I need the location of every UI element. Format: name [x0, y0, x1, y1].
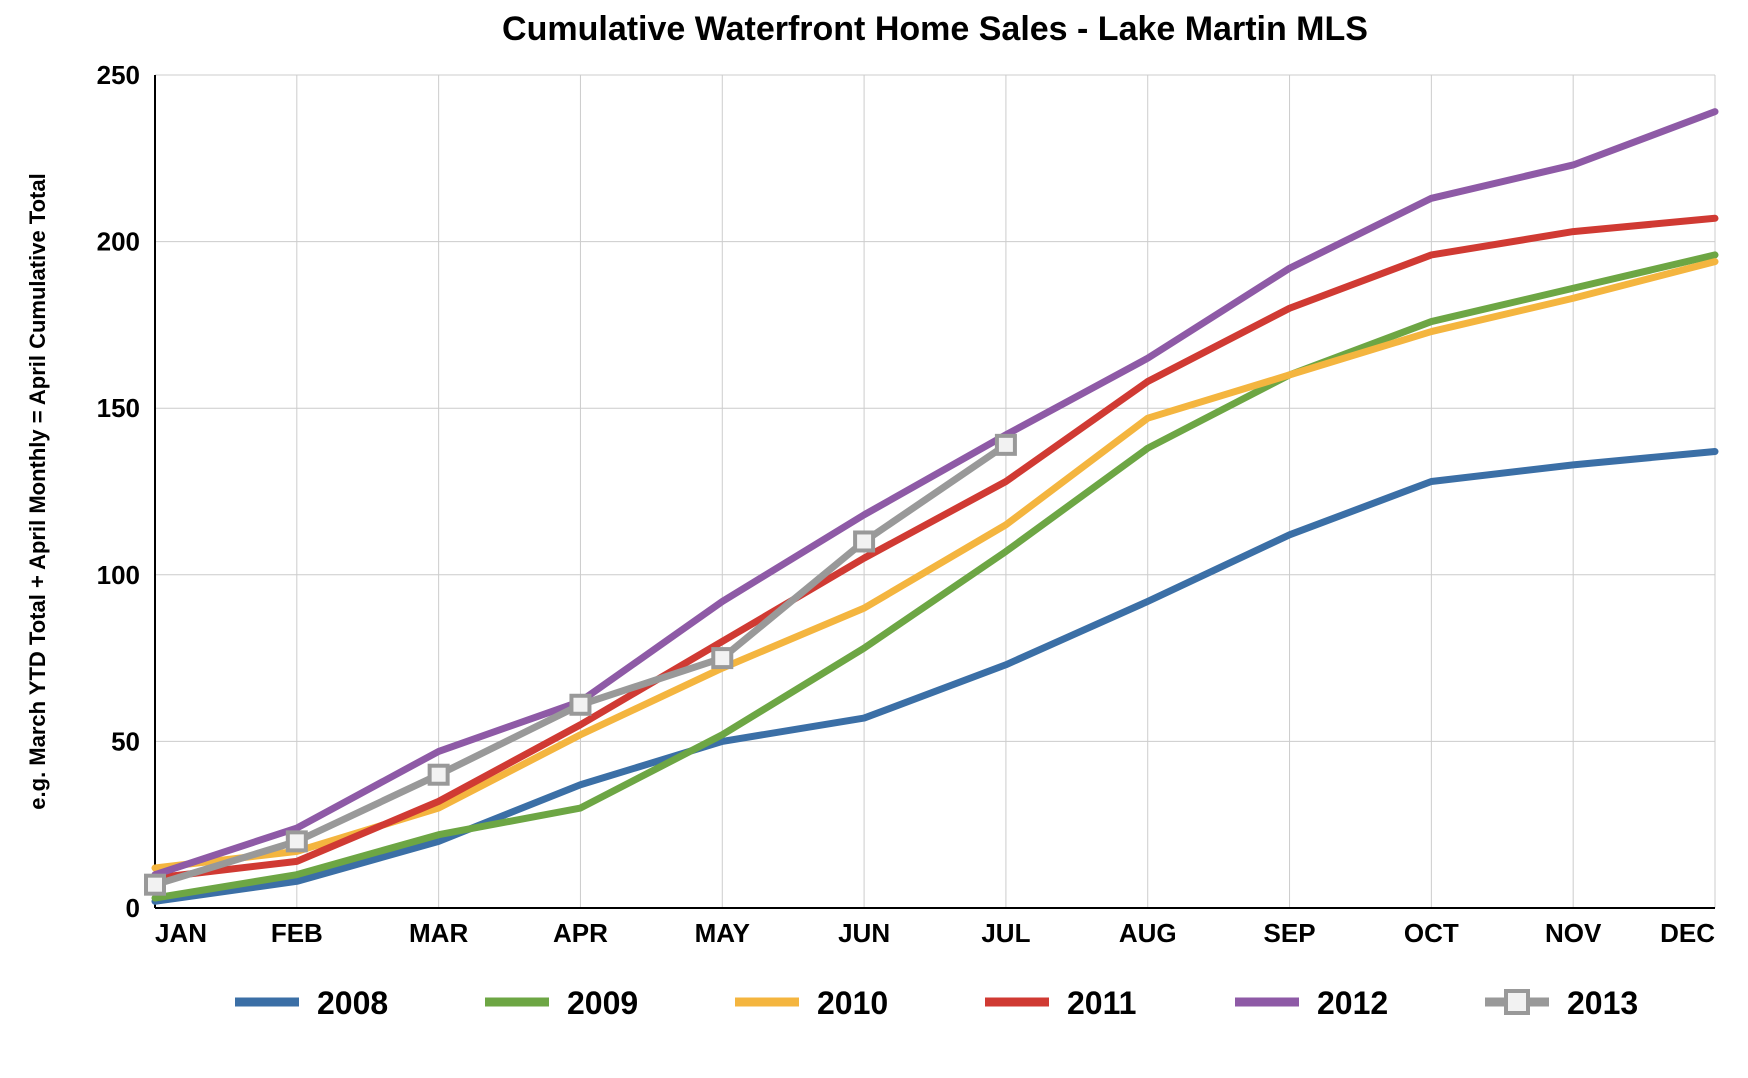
marker-2013	[146, 876, 164, 894]
x-tick-label: AUG	[1119, 918, 1177, 948]
legend-label-2008: 2008	[317, 985, 388, 1021]
x-tick-label: APR	[553, 918, 608, 948]
x-tick-label: JUL	[981, 918, 1030, 948]
chart-title: Cumulative Waterfront Home Sales - Lake …	[502, 10, 1368, 48]
x-tick-label: DEC	[1660, 918, 1715, 948]
legend-label-2012: 2012	[1317, 985, 1388, 1021]
marker-2013	[430, 766, 448, 784]
y-tick-label: 200	[97, 227, 140, 257]
legend-marker-2013	[1506, 991, 1528, 1013]
legend-label-2010: 2010	[817, 985, 888, 1021]
legend-label-2009: 2009	[567, 985, 638, 1021]
marker-2013	[288, 832, 306, 850]
marker-2013	[997, 436, 1015, 454]
legend-label-2013: 2013	[1567, 985, 1638, 1021]
chart-container: Cumulative Waterfront Home Sales - Lake …	[0, 0, 1748, 1078]
y-tick-label: 150	[97, 393, 140, 423]
x-tick-label: JUN	[838, 918, 890, 948]
x-tick-label: OCT	[1404, 918, 1459, 948]
y-tick-label: 0	[126, 893, 140, 923]
line-chart: Cumulative Waterfront Home Sales - Lake …	[0, 0, 1748, 1078]
x-tick-label: SEP	[1264, 918, 1316, 948]
y-tick-label: 250	[97, 60, 140, 90]
x-tick-label: MAR	[409, 918, 468, 948]
marker-2013	[713, 649, 731, 667]
x-tick-label: JAN	[155, 918, 207, 948]
x-tick-label: MAY	[695, 918, 750, 948]
marker-2013	[571, 696, 589, 714]
x-tick-label: FEB	[271, 918, 323, 948]
legend-label-2011: 2011	[1067, 985, 1136, 1021]
y-axis-title: e.g. March YTD Total + April Monthly = A…	[25, 173, 50, 809]
y-tick-label: 100	[97, 560, 140, 590]
x-tick-label: NOV	[1545, 918, 1602, 948]
y-tick-label: 50	[111, 726, 140, 756]
marker-2013	[855, 532, 873, 550]
